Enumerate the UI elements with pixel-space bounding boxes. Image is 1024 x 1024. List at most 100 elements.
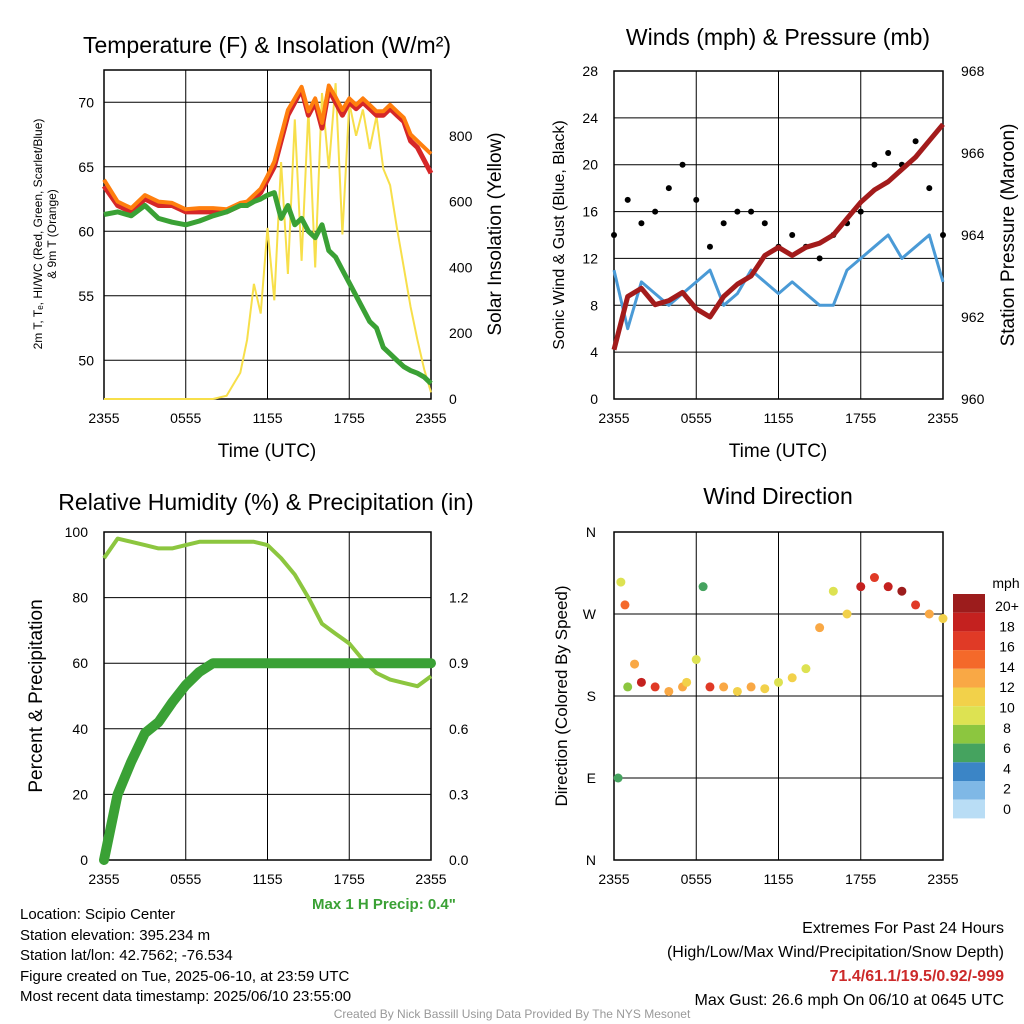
y2-tick-label: 0.0	[449, 852, 469, 868]
x-tick-label: 2355	[415, 410, 446, 426]
x-tick-label: 2355	[598, 410, 629, 426]
direction-point	[774, 677, 783, 687]
station-info: Location: Scipio Center Station elevatio…	[20, 905, 351, 1008]
x-tick-label: 1755	[334, 871, 365, 887]
direction-point	[746, 682, 756, 692]
winds-ylabel-left: Sonic Wind & Gust (Blue, Black)	[551, 120, 568, 349]
extremes-subtitle: (High/Low/Max Wind/Precipitation/Snow De…	[666, 944, 1004, 961]
wind-direction-title: Wind Direction	[703, 483, 853, 509]
y-tick-label: 40	[72, 721, 88, 737]
x-tick-label: 0555	[170, 410, 201, 426]
winds-ylabel-right: Station Pressure (Maroon)	[998, 124, 1019, 347]
direction-point	[691, 655, 701, 665]
x-tick-label: 1755	[334, 410, 365, 426]
humidity-panel: Relative Humidity (%) & Precipitation (i…	[26, 489, 474, 887]
temperature-series-line	[103, 190, 433, 386]
y-tick-label: S	[587, 688, 596, 704]
direction-point	[897, 586, 907, 596]
x-tick-label: 2355	[415, 871, 446, 887]
gust-point	[652, 208, 659, 215]
gust-point	[665, 185, 672, 192]
colorbar-swatch	[953, 743, 985, 763]
y2-tick-label: 962	[961, 309, 985, 325]
colorbar-swatch	[953, 650, 985, 669]
direction-point	[620, 600, 630, 610]
gust-point	[734, 208, 741, 215]
temperature-ylabel-right: Solar Insolation (Yellow)	[485, 132, 506, 335]
insolation-line	[104, 83, 432, 400]
direction-point	[801, 664, 811, 674]
x-tick-label: 0555	[170, 871, 201, 887]
y-tick-label: 55	[78, 288, 94, 304]
y-tick-label: 8	[590, 297, 598, 313]
y-tick-label: 20	[72, 786, 88, 802]
y-tick-label: 80	[72, 590, 88, 606]
recent-timestamp: Most recent data timestamp: 2025/06/10 2…	[20, 988, 352, 1005]
gust-point	[720, 220, 727, 227]
y2-tick-label: 0.3	[449, 786, 469, 802]
colorbar-label: 6	[1003, 740, 1011, 756]
y2-tick-label: 0.6	[449, 721, 469, 737]
direction-point	[842, 609, 852, 619]
direction-point	[883, 582, 893, 592]
colorbar-label: 4	[1003, 760, 1011, 776]
temperature-ylabel-left-2: & 9m T (Orange)	[45, 189, 59, 279]
direction-point	[938, 614, 948, 624]
direction-point	[911, 600, 921, 610]
rh-line	[102, 536, 433, 689]
y-tick-label: 50	[78, 352, 94, 368]
y-tick-label: 4	[590, 344, 598, 360]
x-tick-label: 1155	[763, 871, 793, 887]
colorbar-label: 16	[999, 639, 1015, 655]
y-tick-label: N	[586, 524, 596, 540]
y-tick-label: W	[583, 606, 597, 622]
gust-point	[940, 232, 946, 238]
gust-point	[638, 220, 645, 227]
x-tick-label: 1755	[845, 410, 876, 426]
direction-point	[636, 677, 646, 687]
gust-point	[611, 232, 617, 238]
colorbar-label: 10	[999, 700, 1015, 716]
direction-point	[613, 773, 623, 783]
figure-created: Figure created on Tue, 2025-06-10, at 23…	[20, 967, 350, 985]
y-tick-label: 16	[582, 204, 598, 220]
direction-point	[787, 673, 797, 683]
station-latlon: Station lat/lon: 42.7562; -76.534	[20, 947, 233, 964]
winds-panel: Winds (mph) & Pressure (mb) 0 4 8 12 16 20 24 2…	[551, 24, 1019, 462]
colorbar-swatch	[953, 724, 985, 744]
direction-point	[705, 682, 715, 692]
y-tick-label: 28	[582, 63, 598, 79]
gust-point	[624, 196, 631, 203]
wind-line	[612, 233, 945, 331]
extremes-values: 71.4/61.1/19.5/0.92/-999	[829, 968, 1004, 985]
y-tick-label: 60	[78, 223, 94, 239]
direction-point	[732, 686, 742, 696]
station-elevation: Station elevation: 395.234 m	[20, 926, 211, 944]
colorbar-title: mph	[992, 575, 1019, 591]
direction-point	[760, 684, 770, 694]
direction-point	[650, 682, 660, 692]
colorbar-swatch	[953, 631, 985, 651]
x-tick-label: 1155	[252, 871, 282, 887]
temperature-xlabel: Time (UTC)	[218, 441, 317, 462]
y2-tick-label: 200	[449, 325, 473, 341]
x-tick-label: 0555	[681, 871, 712, 887]
y2-tick-label: 964	[961, 227, 985, 243]
direction-point	[828, 586, 838, 596]
y2-tick-label: 400	[449, 259, 473, 275]
x-tick-label: 2355	[927, 410, 958, 426]
y-tick-label: 60	[72, 655, 88, 671]
pressure-line	[611, 122, 945, 351]
x-tick-label: 1155	[252, 410, 282, 426]
colorbar-swatch	[953, 687, 985, 707]
y-tick-label: 24	[582, 110, 598, 126]
gust-point	[706, 243, 713, 250]
x-tick-label: 1755	[845, 871, 876, 887]
credit-line: Created By Nick Bassill Using Data Provi…	[333, 1007, 691, 1021]
max-precip-note: Max 1 H Precip: 0.4"	[312, 896, 456, 913]
x-tick-label: 1155	[763, 410, 793, 426]
direction-point	[682, 677, 692, 687]
direction-point	[719, 682, 729, 692]
y-tick-label: 12	[582, 250, 598, 266]
colorbar-swatch	[953, 612, 985, 632]
